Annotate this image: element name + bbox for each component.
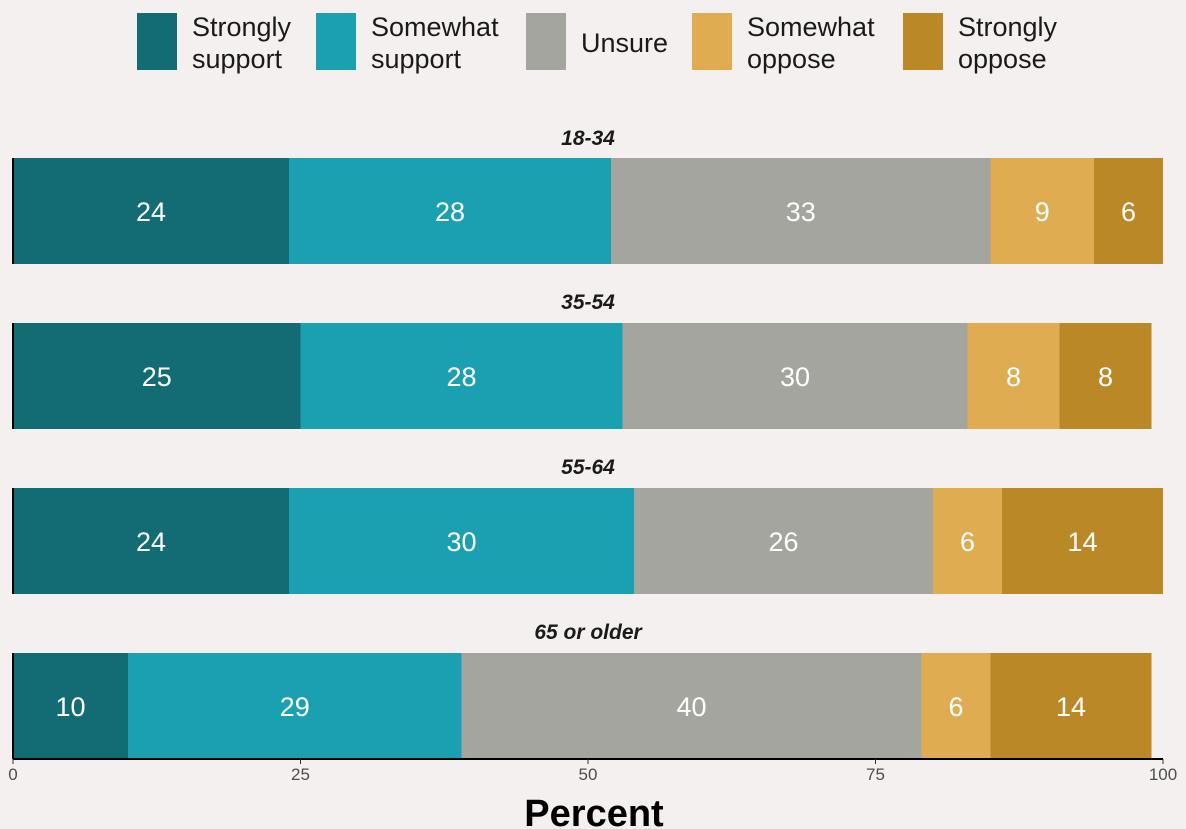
bar-18-34-strongly-support	[13, 158, 289, 264]
panel-title: 18-34	[561, 127, 615, 150]
bar-35-54-somewhat-oppose	[967, 323, 1060, 429]
data-label: 25	[142, 362, 172, 392]
bar-35-54-strongly-oppose	[1059, 323, 1152, 429]
data-label: 8	[1098, 362, 1113, 392]
bar-55-64-somewhat-support	[289, 488, 634, 594]
x-tick-label: 0	[8, 765, 17, 784]
legend-label: Unsure	[581, 28, 668, 58]
panel-title: 55-64	[561, 456, 615, 479]
data-label: 28	[435, 197, 465, 227]
legend-label: Strongly	[192, 12, 292, 42]
bar-65-or-older-somewhat-support	[128, 653, 462, 759]
bar-55-64-strongly-support	[13, 488, 289, 594]
bar-65-or-older-somewhat-oppose	[921, 653, 991, 759]
legend-swatch	[692, 13, 732, 70]
bar-18-34-somewhat-support	[289, 158, 611, 264]
panels: 18-34 24 28 33 9 6 35-54 25 28 30 8 8 55-64 24 30 26 6 14…	[12, 127, 1163, 759]
data-label: 24	[136, 197, 166, 227]
legend-swatch	[903, 13, 943, 70]
data-label: 9	[1035, 197, 1050, 227]
x-tick-label: 100	[1149, 765, 1177, 784]
bar-65-or-older-strongly-oppose	[990, 653, 1152, 759]
legend-label: support	[371, 44, 462, 74]
data-label: 33	[786, 197, 816, 227]
data-label: 40	[676, 692, 706, 722]
panel-65-or-older: 65 or older 10 29 40 6 14	[12, 621, 1152, 759]
x-axis-title: Percent	[524, 793, 664, 829]
data-label: 24	[136, 527, 166, 557]
bar-65-or-older-strongly-support	[13, 653, 128, 759]
data-label: 6	[1121, 197, 1136, 227]
data-label: 28	[446, 362, 476, 392]
bar-55-64-somewhat-oppose	[933, 488, 1002, 594]
data-label: 6	[948, 692, 963, 722]
x-axis: 0 25 50 75 100	[8, 758, 1177, 784]
data-label: 30	[780, 362, 810, 392]
panel-18-34: 18-34 24 28 33 9 6	[12, 127, 1163, 264]
bar-55-64-strongly-oppose	[1002, 488, 1163, 594]
bar-18-34-strongly-oppose	[1094, 158, 1163, 264]
legend-swatch	[316, 13, 356, 70]
data-label: 14	[1056, 692, 1086, 722]
legend-label: Somewhat	[371, 12, 499, 42]
bar-18-34-unsure	[611, 158, 991, 264]
legend-label: Strongly	[958, 12, 1058, 42]
panel-35-54: 35-54 25 28 30 8 8	[12, 291, 1152, 429]
legend-label: Somewhat	[747, 12, 875, 42]
legend: StronglysupportSomewhatsupportUnsureSome…	[137, 12, 1058, 74]
data-label: 10	[55, 692, 85, 722]
data-label: 6	[960, 527, 975, 557]
x-tick-label: 25	[291, 765, 310, 784]
bar-35-54-strongly-support	[13, 323, 301, 429]
panel-title: 65 or older	[534, 621, 643, 644]
bar-35-54-unsure	[622, 323, 968, 429]
data-label: 8	[1006, 362, 1021, 392]
bar-18-34-somewhat-oppose	[990, 158, 1094, 264]
panel-title: 35-54	[561, 291, 615, 314]
data-label: 14	[1067, 527, 1097, 557]
x-tick-label: 75	[866, 765, 885, 784]
data-label: 26	[768, 527, 798, 557]
legend-label: oppose	[958, 44, 1047, 74]
bar-65-or-older-unsure	[461, 653, 922, 759]
legend-item-unsure: Unsure	[526, 13, 668, 70]
data-label: 30	[446, 527, 476, 557]
legend-swatch	[137, 13, 177, 70]
legend-swatch	[526, 13, 566, 70]
legend-label: support	[192, 44, 283, 74]
panel-55-64: 55-64 24 30 26 6 14	[12, 456, 1163, 594]
data-label: 29	[280, 692, 310, 722]
bar-35-54-somewhat-support	[300, 323, 623, 429]
legend-label: oppose	[747, 44, 836, 74]
bar-55-64-unsure	[634, 488, 933, 594]
x-tick-label: 50	[579, 765, 598, 784]
